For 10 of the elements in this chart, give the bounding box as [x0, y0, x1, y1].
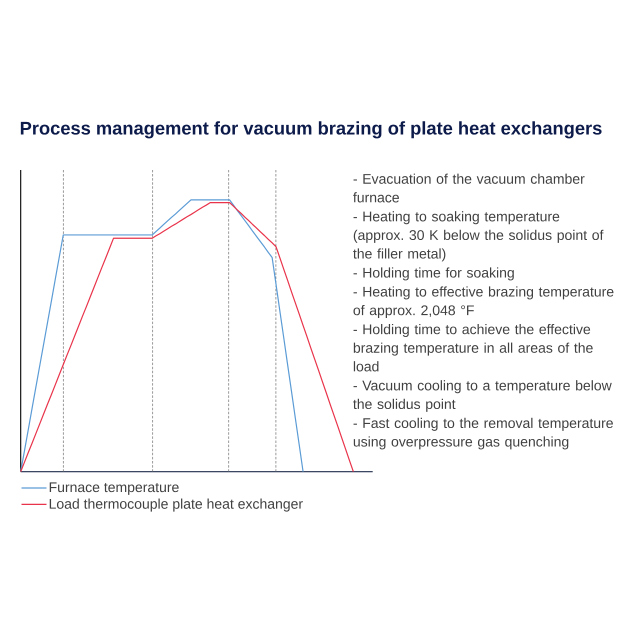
annotation: - Holding time to achieve the effective brazing temperature in all areas of the load: [354, 324, 593, 372]
annotation: - Vacuum cooling to a temperature below the solidus point: [353, 380, 612, 412]
annotation: - Fast cooling to the removal temperature using overpressure gas quenching: [354, 418, 613, 450]
chart-title: Process management for vacuum brazing of plate heat exchangers: [20, 121, 602, 138]
annotation: - Heating to effective brazing temperature of approx. 2,048 °F: [353, 286, 614, 318]
annotation: - Evacuation of the vacuum chamber furnace: [353, 174, 585, 202]
legend-label: Furnace temperature: [50, 482, 179, 495]
annotation: - Heating to soaking temperature (approx. 30 K below the solidus point of the filler metal): [353, 211, 604, 262]
annotation: - Holding time for soaking: [354, 267, 514, 280]
legend-label: Load thermocouple plate heat exchanger: [50, 498, 303, 512]
